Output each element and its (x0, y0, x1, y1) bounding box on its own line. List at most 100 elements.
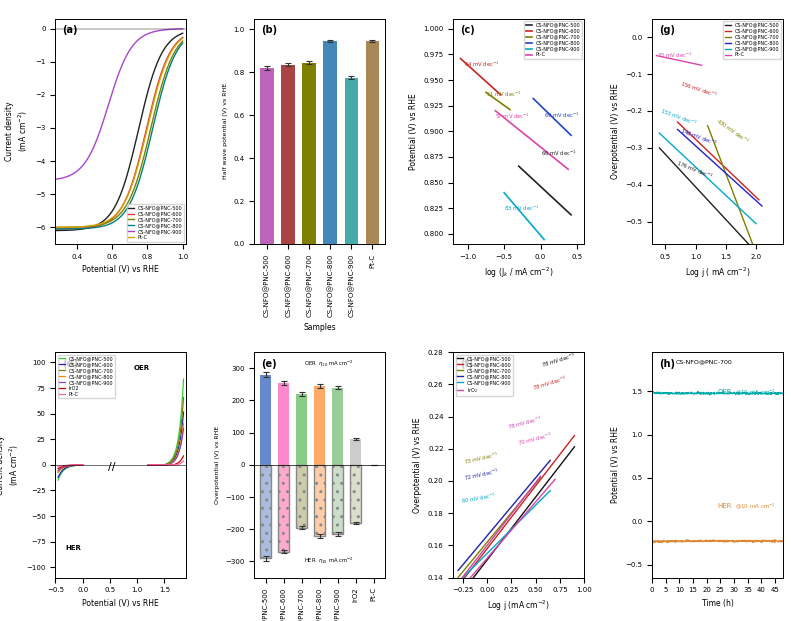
CS-NFO@PNC-900 (513, 204, 522, 212)
Text: 60 mV dec$^{-1}$: 60 mV dec$^{-1}$ (460, 491, 497, 505)
Bar (282, 65, 295, 244)
Pt-C (503, 117, 513, 124)
CS-NFO@PNC-600 (467, 65, 477, 73)
Pt-C (51, 224, 60, 231)
Bar (324, 41, 337, 244)
Bar (332, 388, 343, 465)
Text: CS-NFO@PNC-700: CS-NFO@PNC-700 (676, 359, 732, 364)
Bar (314, 386, 325, 465)
CS-NFO@PNC-900 (173, 451, 183, 458)
Line: CS-NFO@PNC-800: CS-NFO@PNC-800 (55, 43, 183, 229)
CS-NFO@PNC-800 (539, 106, 549, 113)
Y-axis label: Potential (V) vs RHE: Potential (V) vs RHE (409, 93, 418, 170)
CS-NFO@PNC-800 (51, 225, 61, 233)
CS-NFO@PNC-700 (742, 225, 751, 232)
CS-NFO@PNC-900 (143, 461, 153, 469)
Pt-C (512, 124, 521, 132)
Text: OER  $\eta_{10}$ mA cm$^{-2}$: OER $\eta_{10}$ mA cm$^{-2}$ (304, 359, 354, 369)
Legend: CS-NFO@PNC-500, CS-NFO@PNC-600, CS-NFO@PNC-700, CS-NFO@PNC-800, CS-NFO@PNC-900, : CS-NFO@PNC-500, CS-NFO@PNC-600, CS-NFO@P… (724, 21, 781, 59)
Y-axis label: Half wave potential (V) vs RHE: Half wave potential (V) vs RHE (223, 83, 228, 179)
CS-NFO@PNC-800 (143, 461, 153, 469)
Y-axis label: Overpotential (V) vs RHE: Overpotential (V) vs RHE (611, 84, 620, 179)
Line: CS-NFO@PNC-600: CS-NFO@PNC-600 (678, 122, 759, 200)
CS-NFO@PNC-600 (729, 171, 738, 179)
CS-NFO@PNC-700 (165, 460, 174, 467)
CS-NFO@PNC-800 (143, 461, 153, 469)
CS-NFO@PNC-600 (51, 225, 60, 233)
CS-NFO@PNC-900 (127, 44, 136, 52)
X-axis label: Samples: Samples (304, 323, 336, 332)
Bar (350, 465, 361, 523)
CS-NFO@PNC-900 (751, 220, 761, 227)
Text: 57 mV dec$^{-1}$: 57 mV dec$^{-1}$ (495, 112, 531, 121)
CS-NFO@PNC-900 (655, 129, 664, 137)
Line: CS-NFO@PNC-500: CS-NFO@PNC-500 (519, 166, 571, 215)
Text: 66 mV dec$^{-1}$: 66 mV dec$^{-1}$ (541, 149, 577, 158)
Pt-C (126, 184, 135, 192)
Pt-C (536, 143, 546, 151)
Bar (365, 41, 379, 244)
Y-axis label: Overpotential (V) vs RHE: Overpotential (V) vs RHE (214, 426, 220, 504)
CS-NFO@PNC-800 (723, 171, 732, 179)
Line: CS-NFO@PNC-700: CS-NFO@PNC-700 (55, 41, 183, 227)
CS-NFO@PNC-800 (176, 442, 185, 449)
Bar (278, 383, 289, 465)
Text: (c): (c) (460, 25, 475, 35)
CS-NFO@PNC-600 (179, 409, 188, 416)
Pt-C (697, 61, 706, 69)
Text: 430 mV dec$^{-1}$: 430 mV dec$^{-1}$ (713, 117, 751, 147)
Pt-C (173, 461, 183, 468)
CS-NFO@PNC-800 (541, 107, 551, 115)
Text: 78 mV dec$^{-1}$: 78 mV dec$^{-1}$ (540, 351, 577, 371)
Text: 64 mV dec$^{-1}$: 64 mV dec$^{-1}$ (464, 60, 500, 69)
Text: @10 mA cm$^{-2}$: @10 mA cm$^{-2}$ (735, 387, 775, 397)
Y-axis label: Overpotential (V) vs RHE: Overpotential (V) vs RHE (413, 417, 422, 512)
CS-NFO@PNC-700 (763, 281, 773, 288)
CS-NFO@PNC-700 (490, 94, 499, 102)
IrO2 (143, 461, 153, 469)
Pt-C (143, 461, 153, 469)
CS-NFO@PNC-500 (127, 156, 136, 164)
CS-NFO@PNC-900 (179, 425, 188, 432)
CS-NFO@PNC-900 (176, 444, 185, 451)
Line: CS-NFO@PNC-500: CS-NFO@PNC-500 (148, 379, 184, 465)
Y-axis label: Current density
(mA cm$^{-2}$): Current density (mA cm$^{-2}$) (0, 435, 21, 495)
Pt-C (652, 52, 661, 59)
Bar (350, 439, 361, 465)
Line: CS-NFO@PNC-600: CS-NFO@PNC-600 (55, 37, 183, 229)
CS-NFO@PNC-900 (158, 26, 168, 34)
Pt-C (51, 224, 61, 231)
Text: HER: HER (717, 502, 732, 509)
CS-NFO@PNC-900 (165, 461, 174, 468)
CS-NFO@PNC-500 (566, 211, 576, 219)
CS-NFO@PNC-700 (729, 193, 739, 200)
CS-NFO@PNC-800 (173, 450, 183, 457)
CS-NFO@PNC-900 (165, 460, 175, 468)
Text: 156 mV dec$^{-1}$: 156 mV dec$^{-1}$ (679, 79, 718, 100)
Bar (260, 465, 271, 558)
Line: CS-NFO@PNC-900: CS-NFO@PNC-900 (148, 428, 184, 465)
X-axis label: Potential (V) vs RHE: Potential (V) vs RHE (82, 265, 159, 274)
Pt-C (679, 58, 688, 65)
CS-NFO@PNC-600 (126, 183, 135, 191)
CS-NFO@PNC-600 (127, 182, 136, 189)
Pt-C (165, 461, 174, 469)
CS-NFO@PNC-700 (496, 99, 505, 107)
CS-NFO@PNC-600 (456, 55, 465, 62)
CS-NFO@PNC-800 (166, 60, 176, 68)
CS-NFO@PNC-600 (469, 67, 479, 75)
CS-NFO@PNC-600 (481, 78, 490, 85)
CS-NFO@PNC-900 (509, 201, 519, 209)
Text: 153 mV dec$^{-1}$: 153 mV dec$^{-1}$ (660, 106, 699, 128)
CS-NFO@PNC-700 (51, 224, 60, 231)
CS-NFO@PNC-800 (727, 175, 736, 183)
CS-NFO@PNC-500 (51, 227, 61, 234)
CS-NFO@PNC-600 (165, 460, 175, 467)
Legend: CS-NFO@PNC-500, CS-NFO@PNC-600, CS-NFO@PNC-700, CS-NFO@PNC-800, CS-NFO@PNC-900, : CS-NFO@PNC-500, CS-NFO@PNC-600, CS-NFO@P… (127, 204, 184, 242)
Pt-C (158, 67, 168, 75)
CS-NFO@PNC-500 (176, 420, 185, 428)
CS-NFO@PNC-900 (166, 25, 176, 33)
CS-NFO@PNC-700 (756, 263, 766, 270)
Bar (332, 465, 343, 534)
CS-NFO@PNC-500 (51, 227, 60, 234)
